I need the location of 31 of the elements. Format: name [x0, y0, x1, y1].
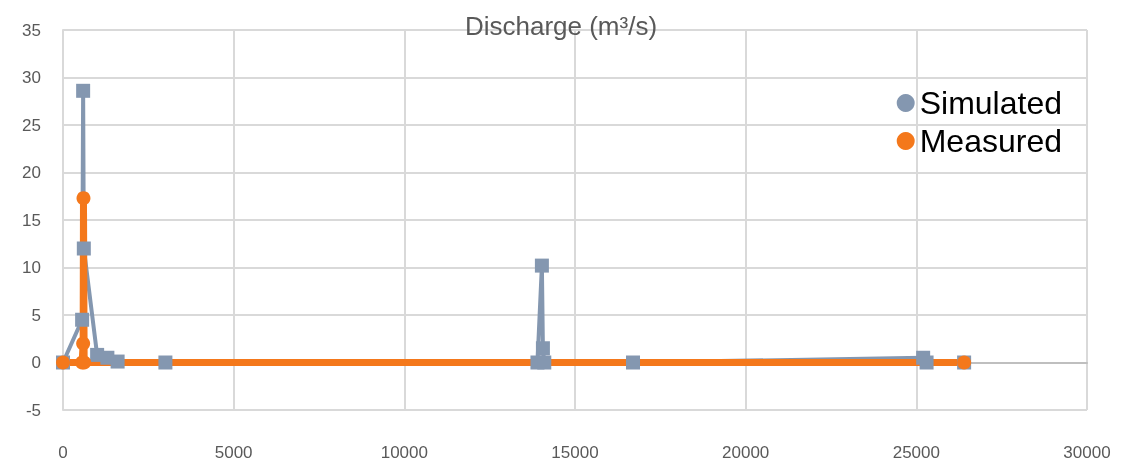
- x-tick-label: 5000: [214, 443, 253, 462]
- point: [76, 191, 91, 206]
- x-tick-label: 25000: [892, 443, 940, 462]
- point: [535, 341, 550, 356]
- point: [919, 355, 934, 370]
- x-tick-label: 30000: [1063, 443, 1111, 462]
- point: [76, 336, 91, 351]
- y-tick-label: -5: [25, 400, 41, 420]
- y-tick-label: 30: [22, 68, 41, 87]
- y-tick-label: 25: [22, 115, 41, 135]
- y-tick-label: 5: [31, 305, 41, 325]
- point: [158, 355, 173, 370]
- y-tick-label: 10: [22, 258, 41, 277]
- legend-label: Simulated: [919, 85, 1062, 121]
- point: [75, 312, 90, 327]
- y-tick-label: 0: [31, 353, 41, 372]
- y-tick-label: 15: [22, 210, 41, 230]
- y-tick-label: 20: [22, 163, 41, 182]
- chart-title: Discharge (m³/s): [464, 11, 658, 41]
- point: [76, 83, 91, 98]
- y-tick-label: 35: [22, 20, 41, 40]
- point: [534, 258, 549, 273]
- point: [110, 354, 125, 369]
- point: [76, 241, 91, 256]
- point: [537, 355, 552, 370]
- x-tick-label: 0: [58, 443, 68, 462]
- x-tick-label: 15000: [551, 443, 599, 462]
- legend-label: Measured: [919, 123, 1062, 159]
- x-tick-label: 10000: [380, 443, 428, 462]
- x-tick-label: 20000: [722, 443, 770, 462]
- point: [626, 355, 641, 370]
